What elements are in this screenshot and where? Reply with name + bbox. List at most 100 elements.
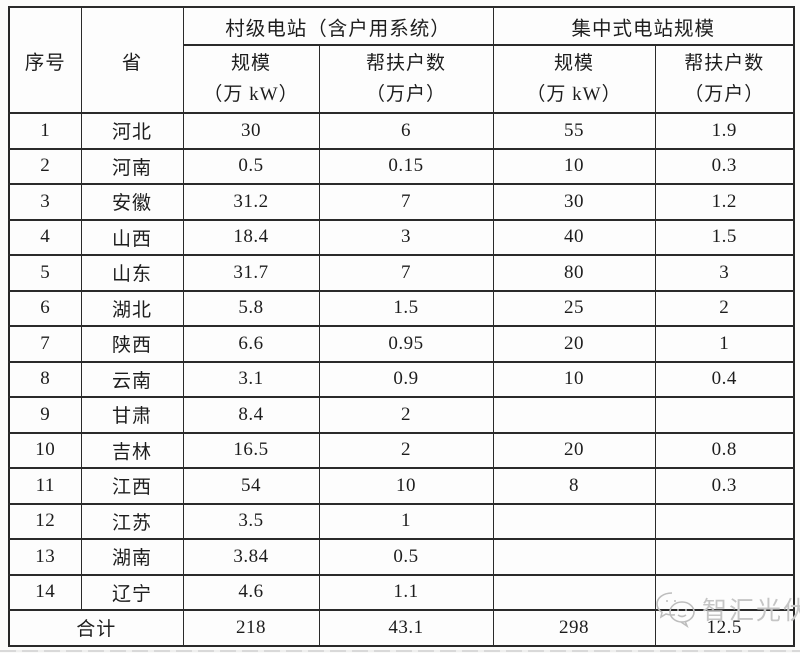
pv-poverty-table-container: 序号 省 村级电站（含户用系统） 集中式电站规模 规模 （万 kW） 帮扶户数 … [8, 6, 796, 647]
table-row: 14 辽宁 4.6 1.1 [8, 573, 795, 611]
header-village-households-unit: （万户） [366, 84, 447, 105]
cell-village-households: 1 [318, 502, 494, 540]
table-row: 11 江西 54 10 8 0.3 [8, 467, 795, 505]
cell-index: 5 [8, 254, 82, 292]
cell-village-scale: 4.6 [182, 573, 320, 611]
cell-province: 湖北 [80, 289, 184, 327]
cell-province: 山东 [80, 254, 184, 292]
cell-central-scale: 25 [492, 289, 656, 327]
cell-central-households: 0.3 [654, 467, 795, 505]
cell-village-households: 0.5 [318, 538, 494, 576]
cell-index: 4 [8, 218, 82, 256]
header-village-households: 帮扶户数 （万户） [318, 44, 494, 114]
cell-central-households [654, 538, 795, 576]
cell-province: 甘肃 [80, 396, 184, 434]
cell-central-households: 0.4 [654, 360, 795, 398]
table-row: 13 湖南 3.84 0.5 [8, 538, 795, 576]
cell-index: 9 [8, 396, 82, 434]
cell-index: 10 [8, 431, 82, 469]
cell-index: 7 [8, 325, 82, 363]
cell-index: 3 [8, 183, 82, 221]
cell-province: 江苏 [80, 502, 184, 540]
cell-central-households [654, 502, 795, 540]
header-central-households-unit: （万户） [684, 84, 765, 105]
cell-central-scale: 10 [492, 360, 656, 398]
cell-central-scale: 8 [492, 467, 656, 505]
table-row: 3 安徽 31.2 7 30 1.2 [8, 183, 795, 221]
pv-poverty-allocation-table: 序号 省 村级电站（含户用系统） 集中式电站规模 规模 （万 kW） 帮扶户数 … [8, 6, 796, 647]
cell-central-scale: 30 [492, 183, 656, 221]
header-sub-row: 规模 （万 kW） 帮扶户数 （万户） 规模 （万 kW） 帮扶户数 （万户） [9, 44, 795, 114]
cell-village-scale: 31.7 [182, 254, 320, 292]
total-village-households: 43.1 [318, 609, 494, 647]
cell-central-scale [492, 573, 656, 611]
cell-central-households: 0.8 [654, 431, 795, 469]
cell-village-scale: 31.2 [182, 183, 320, 221]
cell-central-scale [492, 538, 656, 576]
cell-village-households: 6 [318, 112, 494, 150]
cell-index: 11 [8, 467, 82, 505]
cell-village-households: 7 [318, 254, 494, 292]
cell-province: 河北 [80, 112, 184, 150]
cell-province: 云南 [80, 360, 184, 398]
table-row: 1 河北 30 6 55 1.9 [8, 112, 795, 150]
cell-central-households: 3 [654, 254, 795, 292]
cell-index: 1 [8, 112, 82, 150]
table-row: 12 江苏 3.5 1 [8, 502, 795, 540]
cell-village-scale: 3.1 [182, 360, 320, 398]
table-total-row: 合计 218 43.1 298 12.5 [8, 609, 795, 647]
header-col-index: 序号 [8, 6, 82, 114]
cell-central-households [654, 396, 795, 434]
cell-index: 2 [8, 147, 82, 185]
cell-central-scale: 55 [492, 112, 656, 150]
cell-province: 陕西 [80, 325, 184, 363]
cell-central-scale [492, 396, 656, 434]
header-central-scale-label: 规模 [554, 53, 595, 74]
cell-central-households: 1.5 [654, 218, 795, 256]
cell-central-households [654, 573, 795, 611]
table-row: 8 云南 3.1 0.9 10 0.4 [8, 360, 795, 398]
cell-village-households: 7 [318, 183, 494, 221]
cell-village-scale: 30 [182, 112, 320, 150]
cell-central-households: 0.3 [654, 147, 795, 185]
header-village-scale-unit: （万 kW） [203, 84, 299, 105]
cell-index: 12 [8, 502, 82, 540]
header-central-scale: 规模 （万 kW） [492, 44, 656, 114]
header-village-households-label: 帮扶户数 [366, 53, 447, 74]
cell-index: 6 [8, 289, 82, 327]
cell-central-scale: 80 [492, 254, 656, 292]
cell-village-households: 0.15 [318, 147, 494, 185]
cell-province: 安徽 [80, 183, 184, 221]
header-group-centralized-station: 集中式电站规模 [492, 6, 795, 46]
table-row: 10 吉林 16.5 2 20 0.8 [8, 431, 795, 469]
cell-province: 湖南 [80, 538, 184, 576]
table-row: 6 湖北 5.8 1.5 25 2 [8, 289, 795, 327]
cell-central-scale: 20 [492, 325, 656, 363]
table-row: 5 山东 31.7 7 80 3 [8, 254, 795, 292]
header-col-province: 省 [80, 6, 184, 114]
header-group-village-station: 村级电站（含户用系统） [182, 6, 494, 46]
cell-index: 13 [8, 538, 82, 576]
cell-central-scale: 20 [492, 431, 656, 469]
cell-village-households: 3 [318, 218, 494, 256]
cell-village-scale: 8.4 [182, 396, 320, 434]
cell-central-scale [492, 502, 656, 540]
header-group-row: 序号 省 村级电站（含户用系统） 集中式电站规模 [8, 6, 795, 114]
cell-village-scale: 3.5 [182, 502, 320, 540]
cell-central-households: 2 [654, 289, 795, 327]
header-village-scale-label: 规模 [230, 53, 271, 74]
cell-village-scale: 5.8 [182, 289, 320, 327]
total-central-scale: 298 [492, 609, 656, 647]
cell-village-scale: 3.84 [182, 538, 320, 576]
cell-village-households: 1.5 [318, 289, 494, 327]
total-village-scale: 218 [182, 609, 320, 647]
cell-village-scale: 6.6 [182, 325, 320, 363]
scan-artifact-line [0, 650, 800, 652]
cell-central-households: 1.2 [654, 183, 795, 221]
cell-province: 江西 [80, 467, 184, 505]
cell-central-households: 1.9 [654, 112, 795, 150]
cell-central-households: 1 [654, 325, 795, 363]
cell-village-households: 2 [318, 431, 494, 469]
header-central-households-label: 帮扶户数 [684, 53, 765, 74]
cell-village-households: 2 [318, 396, 494, 434]
